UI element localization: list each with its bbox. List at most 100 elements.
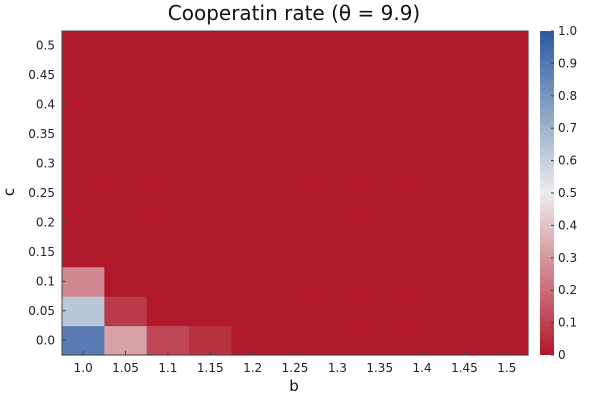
heatmap-cell — [231, 148, 275, 179]
heatmap-cell — [62, 266, 105, 297]
heatmap-cell — [316, 325, 360, 356]
heatmap-cell — [273, 178, 317, 209]
colorbar-tick-label: 0.6 — [558, 154, 577, 168]
heatmap-cell — [400, 119, 444, 150]
heatmap-cell — [104, 178, 148, 209]
heatmap-cell — [316, 178, 360, 209]
y-tick-label: 0.45 — [28, 68, 55, 82]
heatmap-cell — [189, 60, 233, 91]
heatmap-cell — [231, 237, 275, 268]
heatmap-cell — [485, 60, 529, 91]
y-axis-label: c — [0, 188, 18, 196]
heatmap-cell — [400, 266, 444, 297]
heatmap-cell — [231, 266, 275, 297]
heatmap-cell — [189, 207, 233, 238]
heatmap-cell — [316, 60, 360, 91]
heatmap-cell — [316, 89, 360, 120]
heatmap-cell — [443, 266, 487, 297]
heatmap-cell — [443, 178, 487, 209]
y-tick-label: 0.0 — [36, 333, 55, 347]
heatmap-cell — [316, 266, 360, 297]
x-tick-label: 1.5 — [497, 361, 516, 375]
x-axis-label: b — [289, 377, 299, 395]
heatmap-cell — [443, 31, 487, 62]
heatmap-cell — [146, 89, 190, 120]
heatmap-cell — [104, 60, 148, 91]
heatmap-cell — [104, 325, 148, 356]
heatmap-cell — [485, 148, 529, 179]
heatmap-cell — [358, 89, 402, 120]
heatmap-cell — [400, 237, 444, 268]
heatmap-cell — [146, 178, 190, 209]
colorbar-tick-label: 0.2 — [558, 283, 577, 297]
colorbar-tick-label: 0 — [558, 348, 566, 362]
x-tick-label: 1.45 — [451, 361, 478, 375]
heatmap-cell — [400, 178, 444, 209]
heatmap-cell — [62, 89, 105, 120]
heatmap-cell — [104, 266, 148, 297]
heatmap-cell — [316, 31, 360, 62]
heatmap-cell — [358, 148, 402, 179]
heatmap-cell — [146, 31, 190, 62]
heatmap-cell — [62, 296, 105, 327]
heatmap-cell — [485, 178, 529, 209]
heatmap-cell — [62, 178, 105, 209]
heatmap-cell — [443, 119, 487, 150]
heatmap-cell — [146, 207, 190, 238]
heatmap-cell — [485, 207, 529, 238]
heatmap-cell — [104, 207, 148, 238]
heatmap-cell — [104, 296, 148, 327]
heatmap-cell — [273, 31, 317, 62]
heatmap-cell — [358, 237, 402, 268]
heatmap-cell — [485, 296, 529, 327]
colorbar-tick-label: 0.3 — [558, 251, 577, 265]
heatmap-cell — [273, 325, 317, 356]
heatmap-cell — [231, 325, 275, 356]
heatmap-cell — [485, 266, 529, 297]
colorbar-tick-label: 0.9 — [558, 56, 577, 70]
y-tick-label: 0.4 — [36, 98, 55, 112]
heatmap-cell — [104, 89, 148, 120]
colorbar — [540, 31, 554, 355]
heatmap-cell — [316, 207, 360, 238]
heatmap-cell — [400, 60, 444, 91]
heatmap-cell — [146, 266, 190, 297]
colorbar-tick-label: 0.4 — [558, 218, 577, 232]
heatmap-cell — [62, 31, 105, 62]
heatmap-cell — [273, 266, 317, 297]
heatmap-cell — [273, 207, 317, 238]
heatmap-cell — [104, 148, 148, 179]
heatmap-cell — [146, 148, 190, 179]
heatmap-cell — [358, 60, 402, 91]
y-tick-label: 0.1 — [36, 274, 55, 288]
heatmap-cell — [358, 207, 402, 238]
heatmap-cell — [231, 178, 275, 209]
heatmap-cell — [358, 266, 402, 297]
heatmap-cell — [104, 119, 148, 150]
x-tick-label: 1.2 — [243, 361, 262, 375]
heatmap-cell — [443, 296, 487, 327]
heatmap-cell — [231, 296, 275, 327]
heatmap-cell — [146, 237, 190, 268]
heatmap-cell — [358, 119, 402, 150]
heatmap-cell — [146, 119, 190, 150]
heatmap-cell — [104, 237, 148, 268]
heatmap-cell — [358, 296, 402, 327]
heatmap-cell — [146, 325, 190, 356]
y-tick-label: 0.05 — [28, 304, 55, 318]
heatmap-cell — [485, 89, 529, 120]
colorbar-tick-label: 0.7 — [558, 121, 577, 135]
heatmap-cell — [273, 237, 317, 268]
x-tick-label: 1.05 — [112, 361, 139, 375]
heatmap-cell — [273, 89, 317, 120]
x-tick-label: 1.3 — [328, 361, 347, 375]
heatmap-cell — [189, 325, 233, 356]
heatmap-cell — [189, 237, 233, 268]
colorbar-ticks: 0 0.1 0.2 0.3 0.4 0.5 0.6 0.7 0.8 0.9 1.0 — [551, 24, 577, 362]
heatmap-cell — [146, 60, 190, 91]
heatmap-cell — [316, 296, 360, 327]
heatmap-cell — [273, 119, 317, 150]
heatmap-cell — [400, 89, 444, 120]
heatmap-cell — [146, 296, 190, 327]
